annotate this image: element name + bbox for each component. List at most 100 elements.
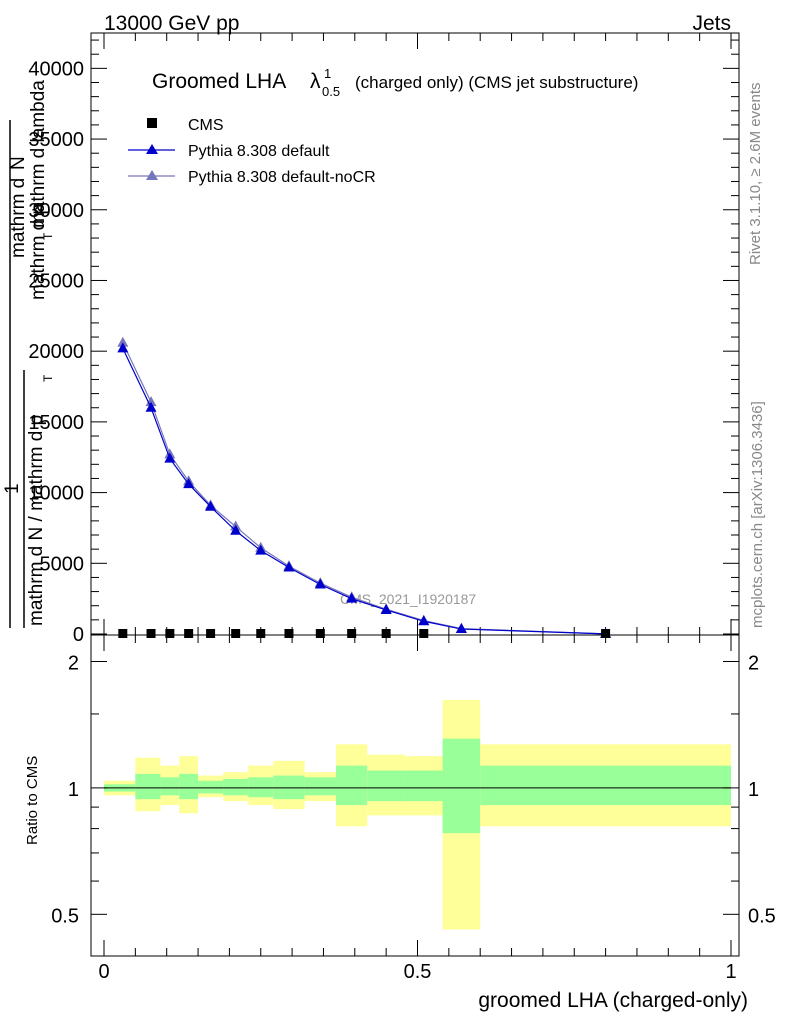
x-tick-label: 0.5: [404, 961, 432, 983]
ratio-green-band: [480, 765, 731, 806]
cms-data-point: [165, 629, 175, 638]
main-y-tick-label: 40000: [28, 58, 84, 80]
main-series-layer: [117, 336, 612, 638]
legend-cms-label: CMS: [188, 117, 224, 134]
ratio-plot: 0.5 0.51 12 2 0 0.5 1 Ratio to CMS groomed LH…: [24, 634, 776, 1012]
legend-nocr-label: Pythia 8.308 default-noCR: [188, 169, 376, 186]
ratio-y-tick-label: 0.5: [51, 905, 79, 927]
ylabel-denominator-2: T: [41, 374, 55, 382]
main-y-tick-label: 30000: [28, 200, 84, 222]
ratio-y-tick-label-right: 1: [748, 779, 759, 801]
ylabel-numerator-3: mathrm d p: [28, 204, 49, 300]
energy-label: 13000 GeV pp: [104, 12, 239, 35]
ylabel-numerator-2: N: [8, 156, 29, 170]
legend-default-label: Pythia 8.308 default: [188, 143, 330, 160]
cms-data-point: [184, 629, 194, 638]
ylabel-denominator-1: mathrm d N / mathrm d p: [26, 415, 47, 626]
ratio-green-band: [179, 773, 199, 800]
legend-cms-marker: [147, 118, 157, 128]
ratio-green-band: [335, 765, 368, 806]
series-point-default: [117, 342, 129, 353]
series-point-default: [314, 578, 326, 589]
cms-data-point: [256, 629, 266, 638]
main-y-tick-label: 15000: [28, 412, 84, 434]
ratio-y-tick-label-right: 2: [748, 652, 759, 674]
ratio-y-tick-label: 1: [68, 779, 79, 801]
title-rest: (charged only) (CMS jet substructure): [355, 73, 638, 92]
svg-text:Groomed LHA: Groomed LHA: [152, 70, 286, 93]
legend-default-marker: [146, 144, 158, 154]
mcplots-label: mcplots.cern.ch [arXiv:1306.3436]: [749, 401, 766, 628]
series-point-default: [283, 561, 295, 572]
ratio-green-band: [442, 738, 481, 834]
ratio-y-label: Ratio to CMS: [24, 756, 41, 845]
series-point-nocr: [145, 396, 157, 407]
series-point-default: [205, 500, 217, 511]
main-y-tick-label: 5000: [40, 553, 85, 575]
ratio-green-band: [198, 780, 224, 794]
title-lambda: λ: [310, 70, 321, 93]
title-sub: 0.5: [322, 84, 340, 99]
ratio-green-band: [273, 775, 305, 800]
ratio-bands: [104, 699, 731, 930]
ylabel-prefactor: 1: [2, 483, 23, 494]
cms-data-point: [146, 629, 156, 638]
series-point-nocr: [117, 336, 129, 347]
legend-nocr-marker: [146, 170, 158, 180]
main-y-label: mathrm d N mathrm d p T mathrm d lambda …: [2, 80, 55, 628]
ratio-green-band: [135, 773, 161, 800]
cms-data-point: [315, 629, 325, 638]
series-point-default: [418, 615, 430, 626]
ratio-frame: [90, 634, 740, 957]
cms-data-point: [231, 629, 241, 638]
ratio-green-band: [160, 777, 180, 796]
ratio-green-band: [404, 770, 443, 802]
x-tick-label: 1: [725, 961, 736, 983]
title-sup: 1: [324, 66, 331, 81]
series-point-default: [183, 478, 195, 489]
cms-data-point: [419, 629, 429, 638]
ratio-green-band: [248, 777, 274, 798]
watermark: CMS_2021_I1920187: [340, 591, 476, 607]
main-y-tick-label: 35000: [28, 129, 84, 151]
cms-data-point: [347, 629, 357, 638]
ylabel-numerator-4: T: [41, 232, 55, 240]
main-y-tick-label: 10000: [28, 483, 84, 505]
main-y-tick-label: 0: [73, 624, 84, 646]
series-point-default: [255, 544, 267, 555]
plot-title: Groomed LHA λ 1 0.5 (charged only) (CMS …: [152, 66, 638, 99]
ratio-green-band: [367, 770, 405, 802]
x-axis-label: groomed LHA (charged-only): [478, 989, 748, 1012]
ratio-x-ticks: 0 0.5 1: [98, 635, 737, 983]
ratio-green-band: [223, 778, 249, 796]
cms-data-point: [118, 629, 128, 638]
cms-data-point: [206, 629, 216, 638]
ylabel-numerator-5: mathrm d lambda: [28, 80, 49, 228]
series-point-default: [346, 592, 358, 603]
cms-data-point: [601, 629, 611, 638]
ylabel-numerator-1: mathrm d: [8, 178, 29, 258]
series-point-default: [455, 623, 467, 634]
rivet-version-label: Rivet 3.1.10, ≥ 2.6M events: [747, 83, 764, 266]
ratio-green-band: [304, 777, 336, 796]
series-point-default: [230, 524, 242, 535]
series-point-default: [380, 603, 392, 614]
legend: CMS Pythia 8.308 default Pythia 8.308 de…: [128, 117, 376, 186]
ratio-y-tick-label: 2: [68, 652, 79, 674]
ratio-y-tick-label-right: 0.5: [748, 905, 776, 927]
cms-data-point: [284, 629, 294, 638]
series-line-default: [122, 348, 606, 635]
x-tick-label: 0: [98, 961, 109, 983]
cms-data-point: [381, 629, 391, 638]
main-plot: 0 5000 10000 15000 20000 25000 30000 35000 40000…: [2, 32, 740, 646]
series-point-default: [164, 452, 176, 463]
title-main: Groomed LHA: [152, 70, 286, 93]
series-point-default: [145, 401, 157, 412]
process-label: Jets: [692, 12, 731, 35]
main-y-tick-label: 25000: [28, 270, 84, 292]
ratio-y-ticks: 0.5 0.5 1 1 2 2: [51, 652, 776, 927]
main-y-tick-label: 20000: [28, 341, 84, 363]
main-y-ticks: 0 5000 10000 15000 20000 25000 30000 35000 40000: [28, 39, 739, 646]
main-x-ticks: [103, 33, 732, 635]
